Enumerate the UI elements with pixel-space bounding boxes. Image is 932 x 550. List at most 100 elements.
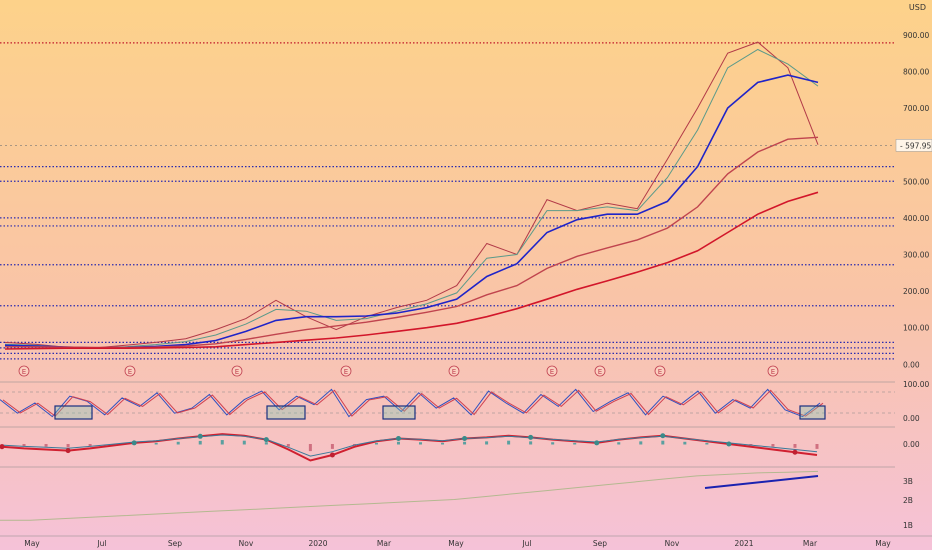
momentum-dot xyxy=(594,440,600,446)
earnings-marker xyxy=(231,365,243,377)
time-tick-label: Mar xyxy=(377,539,392,548)
momentum-dot xyxy=(462,436,468,441)
oscillator-tick-label: 100.00 xyxy=(903,380,929,389)
time-tick-label: Nov xyxy=(239,539,254,548)
time-tick-label: 2021 xyxy=(734,539,753,548)
time-tick-label: 2020 xyxy=(308,539,327,548)
price-tick-label: 400.00 xyxy=(903,214,929,223)
price-series xyxy=(4,41,819,350)
momentum-bar xyxy=(815,444,819,449)
momentum-bar xyxy=(396,441,400,445)
bottom-tick-label: 3B xyxy=(903,477,913,486)
price-series-line xyxy=(4,191,819,350)
earnings-marker xyxy=(594,365,606,377)
momentum-bar xyxy=(419,442,423,445)
momentum-dot xyxy=(660,433,666,439)
momentum-bar xyxy=(330,444,334,449)
momentum-bar xyxy=(639,441,643,445)
momentum-bar xyxy=(22,444,26,447)
price-tick-label: 300.00 xyxy=(903,250,929,259)
time-tick-label: Sep xyxy=(168,539,182,548)
time-tick-label: May xyxy=(875,539,891,548)
momentum-bar xyxy=(441,442,445,445)
time-tick-label: Jul xyxy=(521,539,531,548)
price-series-line xyxy=(4,48,819,349)
last-price-marker: - 597.95 xyxy=(0,139,932,152)
time-axis: May Jul Sep Nov 2020 Mar May Jul Sep Nov 2021 Mar Ma… xyxy=(0,535,932,548)
momentum-bar xyxy=(88,444,92,447)
momentum-bar xyxy=(683,441,687,445)
earnings-marker xyxy=(340,365,352,377)
earnings-marker xyxy=(448,365,460,377)
momentum-bar xyxy=(242,440,246,445)
price-series-line xyxy=(4,41,819,349)
earnings-marker xyxy=(18,365,30,377)
momentum-bar xyxy=(485,441,489,445)
earnings-marker-label: E xyxy=(550,368,554,376)
currency-label: USD xyxy=(909,3,926,12)
momentum-bar xyxy=(44,444,48,447)
bottom-tick-label: 1B xyxy=(903,521,913,530)
momentum-bar xyxy=(264,442,268,445)
momentum-bar xyxy=(705,442,709,445)
earnings-marker-label: E xyxy=(235,368,239,376)
time-tick-label: May xyxy=(448,539,464,548)
trend-line xyxy=(704,475,819,489)
momentum-bar xyxy=(529,441,533,445)
momentum-bar xyxy=(220,440,224,445)
earnings-marker xyxy=(124,365,136,377)
time-tick-label: Nov xyxy=(665,539,680,548)
momentum-bar xyxy=(573,442,577,445)
momentum-dot xyxy=(329,452,335,458)
price-tick-label: 100.00 xyxy=(903,324,929,333)
price-tick-label: 500.00 xyxy=(903,177,929,186)
time-tick-label: Mar xyxy=(803,539,818,548)
oversold-highlight-box xyxy=(382,405,416,420)
momentum-bar xyxy=(551,442,555,445)
momentum-signal-line xyxy=(1,434,818,457)
price-tick-label: 700.00 xyxy=(903,104,929,113)
bottom-tick-label: 2B xyxy=(903,496,913,505)
earnings-marker-label: E xyxy=(452,368,456,376)
earnings-marker-label: E xyxy=(22,368,26,376)
earnings-marker-label: E xyxy=(344,368,348,376)
momentum-dot xyxy=(528,434,534,440)
momentum-dot xyxy=(65,448,71,454)
oscillator-d-line xyxy=(2,389,824,417)
momentum-bar xyxy=(198,440,202,445)
price-tick-label: 800.00 xyxy=(903,67,929,76)
time-tick-label: Jul xyxy=(96,539,106,548)
momentum-dot xyxy=(263,437,269,443)
momentum-dot xyxy=(395,436,401,441)
oscillator-k-line xyxy=(0,388,821,418)
momentum-bar xyxy=(507,440,511,445)
momentum-bar xyxy=(463,441,467,445)
earnings-marker-label: E xyxy=(771,368,775,376)
momentum-bar xyxy=(308,444,312,452)
momentum-bar xyxy=(793,444,797,448)
earnings-marker xyxy=(546,365,558,377)
oversold-highlight-box xyxy=(799,405,826,420)
earnings-marker xyxy=(767,365,779,377)
momentum-bar xyxy=(771,444,775,447)
price-tick-label: 200.00 xyxy=(903,287,929,296)
oversold-highlight-box xyxy=(54,405,93,420)
oscillator-tick-label: 0.00 xyxy=(903,414,920,423)
time-tick-label: Sep xyxy=(593,539,607,548)
momentum-bar xyxy=(66,444,70,448)
momentum-panel: 0.00 xyxy=(0,426,920,462)
time-tick-label: May xyxy=(24,539,40,548)
earnings-marker xyxy=(654,365,666,377)
momentum-dot xyxy=(131,440,137,446)
earnings-marker-label: E xyxy=(128,368,132,376)
last-price-box xyxy=(895,139,932,152)
price-tick-label: 0.00 xyxy=(903,360,920,369)
momentum-dot xyxy=(0,444,5,450)
momentum-bar xyxy=(176,441,180,445)
momentum-tick-label: 0.00 xyxy=(903,440,920,449)
momentum-dot xyxy=(792,449,798,455)
price-levels xyxy=(0,42,895,360)
